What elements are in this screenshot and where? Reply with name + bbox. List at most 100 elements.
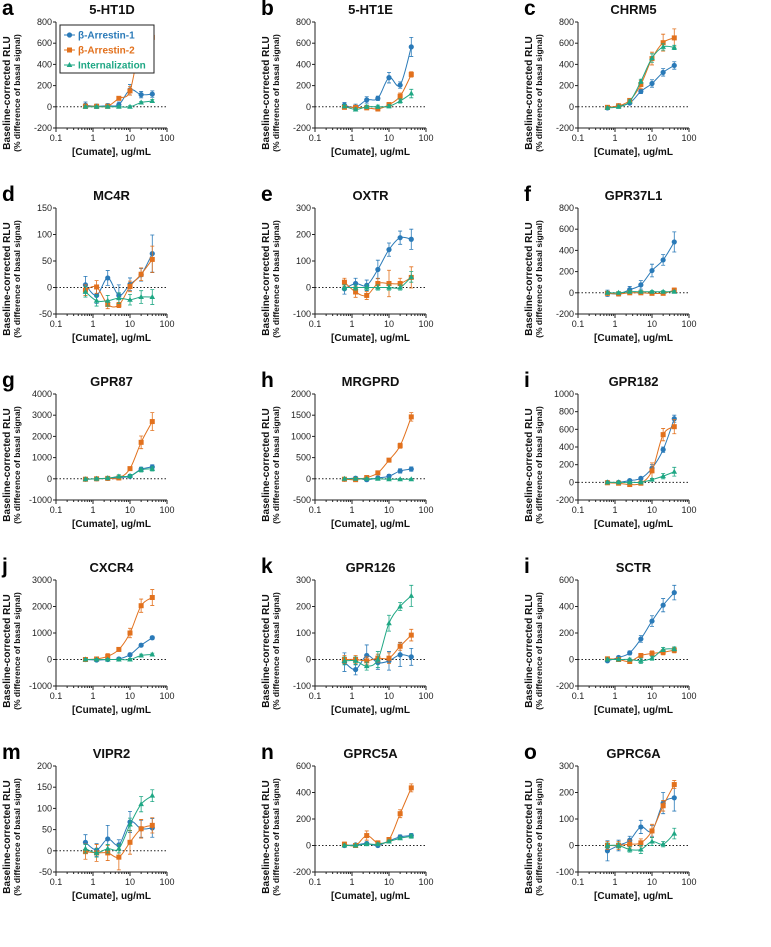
y-tick-label: 200	[559, 628, 574, 638]
data-point-triangle	[615, 289, 622, 295]
data-point-square	[408, 71, 414, 77]
data-point-circle	[408, 654, 414, 660]
y-tick-label: 0	[306, 283, 311, 293]
data-point-circle	[627, 650, 633, 656]
y-tick-label: 200	[296, 602, 311, 612]
panel-letter: d	[2, 183, 15, 206]
data-point-triangle	[604, 479, 611, 485]
data-point-triangle	[386, 838, 392, 844]
y-axis-subtitle: (% difference of basal signal)	[534, 220, 544, 338]
data-point-triangle	[660, 841, 666, 847]
data-point-square	[138, 271, 144, 277]
y-axis-title: Baseline-corrected RLU	[2, 780, 13, 893]
data-point-triangle	[626, 98, 633, 104]
data-point-triangle	[352, 106, 359, 112]
data-point-triangle	[93, 849, 100, 855]
data-point-triangle	[93, 475, 100, 481]
y-axis-title: Baseline-corrected RLU	[524, 222, 535, 335]
data-point-circle	[105, 275, 111, 281]
y-tick-label: 500	[296, 453, 311, 463]
data-point-circle	[397, 652, 403, 658]
y-tick-label: 0	[569, 655, 574, 665]
x-tick-label: 100	[418, 505, 433, 515]
data-point-circle	[397, 235, 403, 241]
panel-gprc6a: o GPRC6A Baseline-corrected RLU (% differen…	[524, 741, 697, 902]
x-tick-label: 1	[612, 319, 617, 329]
data-point-triangle	[604, 289, 611, 295]
data-point-triangle	[375, 284, 381, 290]
x-tick-label: 0.1	[309, 319, 322, 329]
y-tick-label: 800	[559, 17, 574, 27]
data-point-square	[660, 432, 666, 438]
x-tick-label: 0.1	[50, 505, 63, 515]
y-tick-label: 0	[569, 841, 574, 851]
data-point-triangle	[116, 845, 122, 851]
x-tick-label: 10	[125, 691, 135, 701]
data-point-circle	[671, 239, 677, 245]
y-axis-label: Baseline-corrected RLU (% difference of b…	[2, 406, 22, 524]
y-tick-label: 800	[37, 17, 52, 27]
x-tick-label: 1	[90, 505, 95, 515]
y-axis-subtitle: (% difference of basal signal)	[534, 34, 544, 152]
data-point-square	[397, 811, 403, 817]
y-tick-label: 400	[559, 442, 574, 452]
data-point-square	[127, 466, 133, 472]
data-point-circle	[649, 267, 655, 274]
data-point-triangle	[352, 657, 359, 663]
panel-letter: e	[261, 183, 273, 206]
data-point-circle	[408, 466, 414, 472]
data-point-triangle	[375, 475, 381, 481]
data-point-circle	[660, 447, 666, 453]
y-axis-title: Baseline-corrected RLU	[261, 222, 272, 335]
data-point-triangle	[341, 842, 348, 848]
data-point-square	[127, 283, 133, 289]
x-tick-label: 0.1	[572, 877, 585, 887]
data-point-circle	[149, 635, 155, 641]
panel-title: GPR182	[609, 374, 659, 389]
data-point-triangle	[397, 835, 403, 841]
panel-letter: b	[261, 0, 274, 20]
y-tick-label: 400	[559, 245, 574, 255]
panel-letter: k	[261, 555, 273, 578]
x-axis-title: [Cumate], ug/mL	[594, 705, 673, 716]
data-point-triangle	[615, 842, 622, 848]
y-tick-label: 400	[296, 788, 311, 798]
data-point-triangle	[604, 656, 611, 662]
data-point-square	[408, 785, 414, 791]
data-point-circle	[638, 475, 644, 481]
data-point-triangle	[138, 294, 144, 300]
panel-title: CXCR4	[89, 560, 134, 575]
data-point-triangle	[649, 476, 655, 482]
y-tick-label: 400	[37, 59, 52, 69]
data-point-square	[149, 256, 155, 262]
y-axis-label: Baseline-corrected RLU (% difference of b…	[524, 778, 544, 896]
data-point-triangle	[149, 97, 156, 103]
data-point-triangle	[397, 284, 403, 290]
x-tick-label: 10	[384, 505, 394, 515]
panel-title: GPR126	[346, 560, 396, 575]
data-point-triangle	[127, 821, 133, 827]
y-tick-label: 2000	[291, 389, 311, 399]
x-axis-title: [Cumate], ug/mL	[72, 891, 151, 902]
x-axis-title: [Cumate], ug/mL	[331, 333, 410, 344]
data-point-triangle	[397, 476, 403, 482]
y-tick-label: 200	[296, 81, 311, 91]
x-axis-title: [Cumate], ug/mL	[331, 147, 410, 158]
data-point-triangle	[375, 656, 381, 662]
x-tick-label: 1	[349, 691, 354, 701]
data-point-triangle	[671, 830, 678, 836]
x-axis-title: [Cumate], ug/mL	[594, 333, 673, 344]
y-tick-label: 0	[306, 102, 311, 112]
x-tick-label: 100	[418, 319, 433, 329]
x-tick-label: 0.1	[309, 505, 322, 515]
x-tick-label: 100	[159, 319, 174, 329]
data-point-circle	[127, 652, 133, 658]
y-tick-label: -50	[39, 867, 52, 877]
x-tick-label: 100	[681, 319, 696, 329]
x-tick-label: 100	[159, 691, 174, 701]
data-point-square	[116, 854, 122, 860]
panel-gpr126: k GPR126 Baseline-corrected RLU (% differen…	[261, 555, 434, 716]
y-tick-label: 1000	[32, 628, 52, 638]
data-point-triangle	[638, 288, 644, 294]
data-point-triangle	[660, 646, 666, 652]
